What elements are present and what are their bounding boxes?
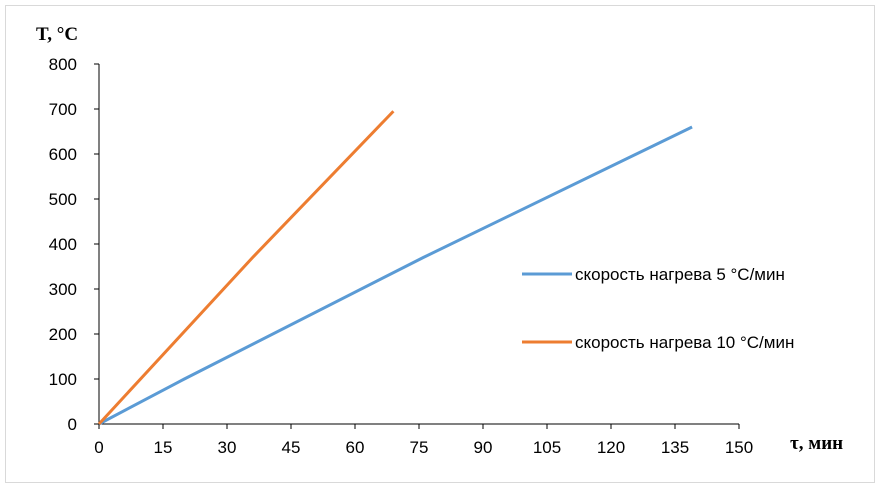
x-tick-label: 30 <box>218 438 237 457</box>
y-tick-label: 0 <box>68 415 77 434</box>
y-ticks-group: 0 100 200 300 400 500 600 700 800 <box>49 55 99 434</box>
legend: скорость нагрева 5 °С/мин скорость нагрев… <box>522 265 794 352</box>
x-tick-label: 0 <box>94 438 103 457</box>
y-tick-label: 200 <box>49 325 77 344</box>
series-line-1 <box>98 125 693 426</box>
x-tick-label: 105 <box>533 438 561 457</box>
x-tick-label: 75 <box>410 438 429 457</box>
legend-label-2: скорость нагрева 10 °С/мин <box>575 333 794 352</box>
chart-frame <box>5 5 875 483</box>
y-tick-label: 400 <box>49 235 77 254</box>
y-tick-label: 300 <box>49 280 77 299</box>
y-tick-label: 600 <box>49 145 77 164</box>
x-tick-label: 45 <box>282 438 301 457</box>
x-tick-label: 120 <box>597 438 625 457</box>
y-tick-label: 500 <box>49 190 77 209</box>
x-tick-label: 60 <box>346 438 365 457</box>
axes-group <box>98 64 739 425</box>
y-axis-title: T, °C <box>36 24 78 45</box>
x-tick-label: 135 <box>661 438 689 457</box>
x-tick-label: 90 <box>474 438 493 457</box>
legend-label-1: скорость нагрева 5 °С/мин <box>575 265 785 284</box>
y-tick-label: 800 <box>49 55 77 74</box>
y-tick-label: 100 <box>49 370 77 389</box>
x-tick-label: 15 <box>154 438 173 457</box>
series-line-2 <box>97 110 395 426</box>
x-ticks-group: 0 15 30 45 60 75 90 105 120 135 150 <box>94 424 753 457</box>
x-tick-label: 150 <box>725 438 753 457</box>
y-tick-label: 700 <box>49 100 77 119</box>
series-group <box>97 110 693 426</box>
x-axis-title: τ, мин <box>790 433 843 454</box>
